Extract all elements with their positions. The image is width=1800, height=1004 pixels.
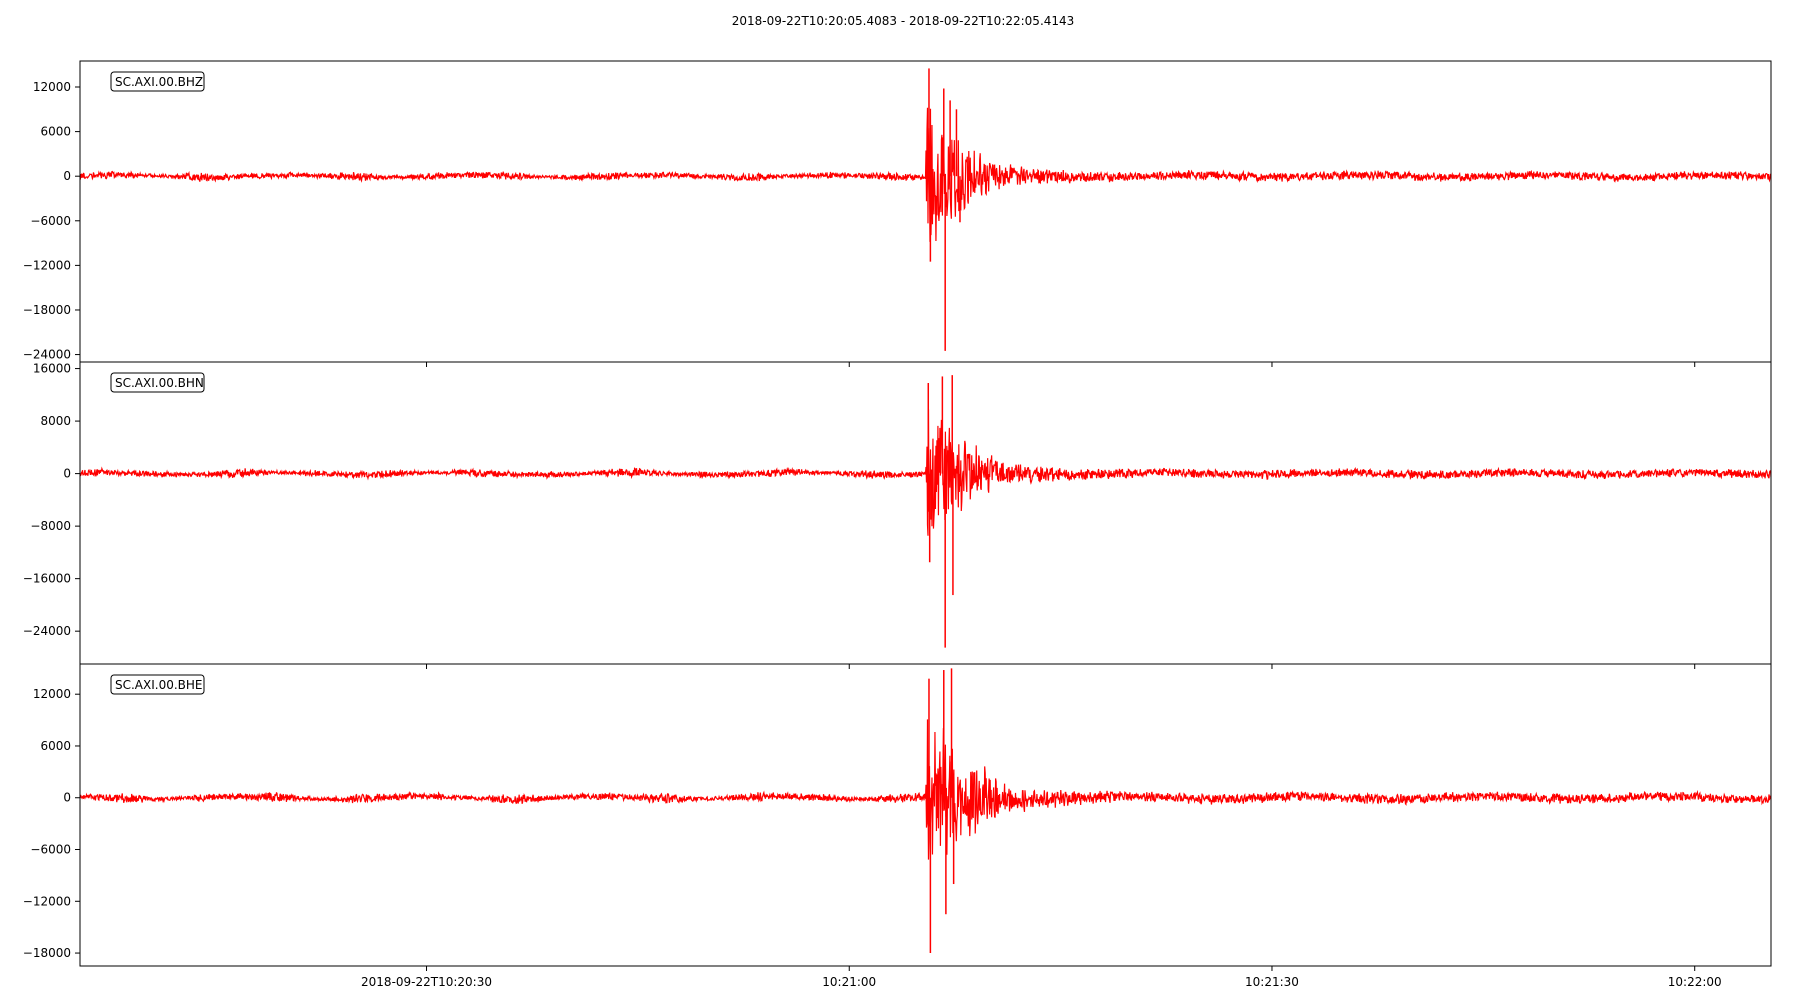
y-tick-label: 6000 (40, 125, 71, 139)
trace-label: SC.AXI.00.BHE (115, 678, 203, 692)
y-tick-label: 16000 (33, 362, 71, 376)
x-tick-label: 10:21:30 (1245, 975, 1299, 989)
panel-frame (79, 60, 1772, 363)
x-tick-label: 10:21:00 (822, 975, 876, 989)
y-tick-label: −18000 (23, 303, 71, 317)
y-tick-label: 0 (63, 791, 71, 805)
y-tick-label: −12000 (23, 258, 71, 272)
y-tick-label: −8000 (30, 519, 71, 533)
y-tick-label: 8000 (40, 414, 71, 428)
panel-frame (79, 663, 1772, 967)
y-tick-label: 12000 (33, 80, 71, 94)
trace-label-box (110, 372, 205, 393)
trace-panel: 12000 6000 0 −6000 −12000 −18000 2018-09-22T10… (23, 663, 1772, 989)
y-tick-label: −18000 (23, 946, 71, 960)
y-tick-label: 0 (63, 467, 71, 481)
chart-title: 2018-09-22T10:20:05.4083 - 2018-09-22T10… (732, 14, 1075, 28)
y-tick-label: −6000 (30, 214, 71, 228)
y-tick-label: −24000 (23, 348, 71, 362)
y-tick-label: 0 (63, 169, 71, 183)
panel-frame (79, 361, 1772, 665)
trace-label: SC.AXI.00.BHN (115, 376, 204, 390)
y-tick-label: 12000 (33, 687, 71, 701)
y-tick-label: −12000 (23, 894, 71, 908)
trace-panel: 12000 6000 0 −6000 −12000 −18000 −24000 SC.AXI.… (23, 60, 1772, 367)
y-tick-label: −6000 (30, 843, 71, 857)
y-tick-label: 6000 (40, 739, 71, 753)
y-tick-label: −16000 (23, 572, 71, 586)
waveform-line (80, 719, 1771, 860)
x-tick-label: 10:22:00 (1668, 975, 1722, 989)
trace-panel: 16000 8000 0 −8000 −16000 −24000 SC.AXI.00.BHN (23, 361, 1772, 669)
x-tick-label: 2018-09-22T10:20:30 (361, 975, 492, 989)
y-tick-label: −24000 (23, 624, 71, 638)
trace-label-box (110, 71, 205, 92)
waveform-line (80, 107, 1771, 242)
waveform-line (80, 409, 1771, 536)
trace-label: SC.AXI.00.BHZ (115, 75, 203, 89)
trace-label-box (110, 674, 205, 695)
